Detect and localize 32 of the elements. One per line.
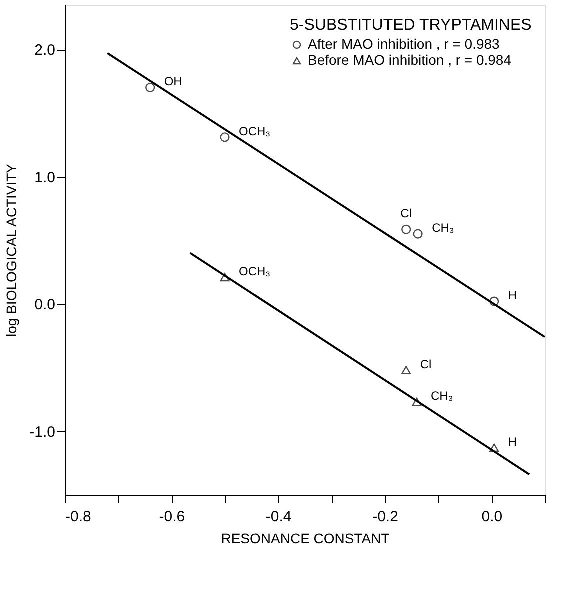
point bbox=[220, 273, 230, 282]
y-axis-title: log BIOLOGICAL ACTIVITY bbox=[4, 163, 20, 337]
x-tick-label: -0.4 bbox=[266, 508, 292, 526]
legend-label: After MAO inhibition , r = 0.983 bbox=[308, 36, 500, 52]
annotation: H bbox=[508, 434, 518, 449]
annotation: OH bbox=[164, 74, 182, 89]
point bbox=[490, 296, 500, 306]
x-tick-label: -0.2 bbox=[372, 508, 398, 526]
annotation: Cl bbox=[400, 206, 412, 221]
annotation: CH₃ bbox=[431, 389, 454, 404]
y-tick-label: -1.0 bbox=[30, 424, 56, 441]
annotation: OCH₃ bbox=[239, 264, 271, 278]
point bbox=[490, 444, 500, 452]
y-tick-label: 0.0 bbox=[34, 296, 56, 314]
point bbox=[146, 82, 156, 92]
annotation: Cl bbox=[420, 357, 432, 372]
legend-title: 5-SUBSTITUTED TRYPTAMINES bbox=[290, 17, 532, 34]
x-tick-label: 0.0 bbox=[482, 508, 503, 526]
point bbox=[402, 224, 412, 234]
point bbox=[220, 132, 230, 142]
annotation: H bbox=[508, 288, 518, 303]
y-tick-label: 2.0 bbox=[34, 42, 56, 60]
annotation: CH₃ bbox=[432, 221, 454, 236]
y-tick-label: 1.0 bbox=[34, 169, 56, 186]
x-tick-label: -0.8 bbox=[66, 508, 92, 526]
x-axis-title: RESONANCE CONSTANT bbox=[221, 530, 390, 546]
annotation: OCH₃ bbox=[239, 124, 271, 138]
point bbox=[413, 229, 423, 239]
x-tick-label: -0.6 bbox=[159, 508, 186, 526]
point bbox=[412, 398, 422, 406]
legend-label: Before MAO inhibition , r = 0.984 bbox=[308, 52, 512, 68]
point bbox=[402, 366, 412, 374]
